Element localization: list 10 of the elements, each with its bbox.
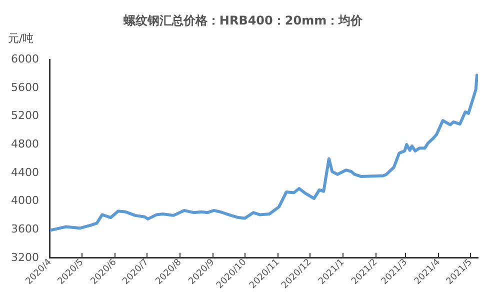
y-tick-label: 4000 — [10, 194, 39, 208]
y-tick-label: 5600 — [10, 80, 39, 94]
y-tick-label: 4800 — [10, 137, 39, 150]
y-tick-label: 6000 — [10, 52, 39, 66]
y-tick-label: 3200 — [10, 250, 39, 264]
chart-title: 螺纹钢汇总价格：HRB400：20mm：均价 — [122, 13, 364, 28]
y-tick-label: 5200 — [10, 109, 39, 122]
y-axis-title: 元/吨 — [8, 32, 34, 45]
y-tick-label: 4400 — [10, 166, 39, 179]
y-tick-label: 3600 — [10, 222, 39, 236]
